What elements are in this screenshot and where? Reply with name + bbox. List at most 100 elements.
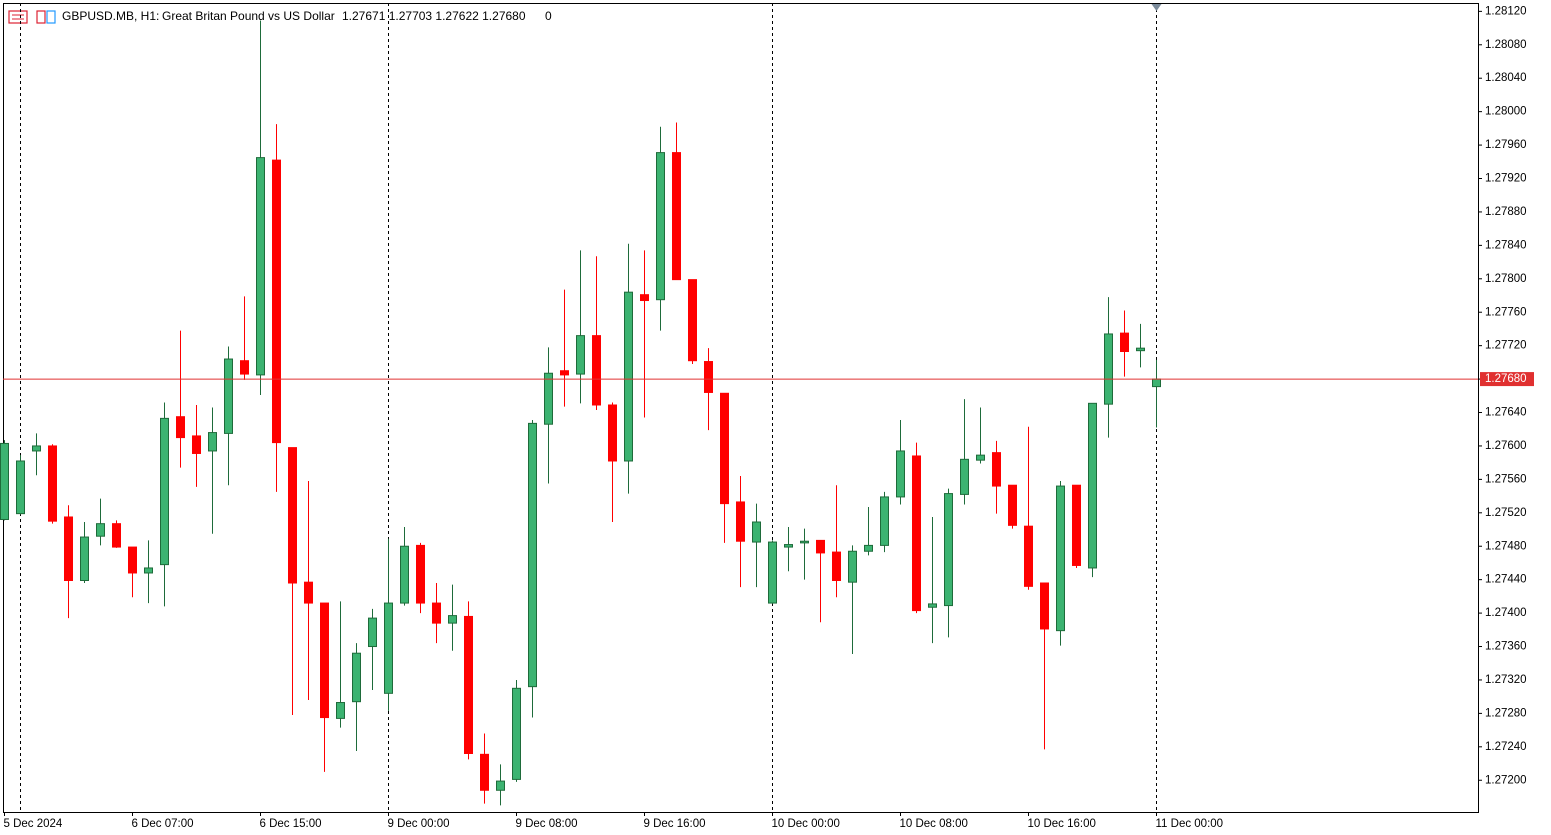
x-tick-label: 10 Dec 08:00 <box>900 818 968 830</box>
description: Great Britan Pound vs US Dollar <box>162 9 335 23</box>
y-tick-label: 1.27880 <box>1485 206 1527 218</box>
toolbar-icons <box>8 10 56 24</box>
current-price-label: 1.27680 <box>1485 373 1527 385</box>
spread: 0 <box>545 9 552 23</box>
candle-body <box>320 602 329 719</box>
candle-body <box>480 753 489 791</box>
candle-body <box>784 544 793 548</box>
y-tick-label: 1.28040 <box>1485 72 1527 84</box>
y-tick-label: 1.27600 <box>1485 440 1527 452</box>
candle-body <box>112 523 121 548</box>
candle-body <box>704 361 713 393</box>
candle-body <box>608 404 617 462</box>
candle-body <box>400 545 409 604</box>
candle-body <box>816 539 825 554</box>
candle-body <box>464 615 473 754</box>
icon-list <box>8 10 28 24</box>
candle-body <box>32 445 41 452</box>
quote: 1.27671 1.27703 1.27622 1.27680 <box>342 9 526 23</box>
y-tick-label: 1.27920 <box>1485 173 1527 185</box>
plot-frame <box>3 3 1479 813</box>
candle-body <box>192 435 201 454</box>
y-tick-label: 1.27400 <box>1485 607 1527 619</box>
candle-body <box>912 455 921 612</box>
candle-body <box>48 445 57 522</box>
candle-body <box>880 496 889 546</box>
candle-body <box>1024 525 1033 587</box>
y-tick-label: 1.28000 <box>1485 106 1527 118</box>
candle-body <box>224 358 233 434</box>
y-tick-label: 1.27440 <box>1485 574 1527 586</box>
candle-body <box>1072 484 1081 566</box>
y-tick-label: 1.27520 <box>1485 507 1527 519</box>
candle-body <box>992 452 1001 487</box>
y-tick-label: 1.27560 <box>1485 473 1527 485</box>
y-tick-label: 1.27960 <box>1485 139 1527 151</box>
current-price-box <box>1480 372 1534 387</box>
x-tick-label: 9 Dec 08:00 <box>516 818 578 830</box>
candle-body <box>352 652 361 703</box>
candle-body <box>528 422 537 688</box>
candle-body <box>848 550 857 583</box>
candle-body <box>288 447 297 584</box>
candle-body <box>832 551 841 581</box>
candle-body <box>496 780 505 791</box>
y-tick-label: 1.27720 <box>1485 340 1527 352</box>
y-tick-label: 1.27360 <box>1485 641 1527 653</box>
x-tick-label: 10 Dec 00:00 <box>772 818 840 830</box>
candle-body <box>80 536 89 581</box>
y-tick-label: 1.27840 <box>1485 239 1527 251</box>
candle-body <box>176 416 185 439</box>
y-tick-label: 1.27320 <box>1485 674 1527 686</box>
y-tick-label: 1.27200 <box>1485 774 1527 786</box>
x-tick-label: 9 Dec 00:00 <box>388 818 450 830</box>
x-tick-label: 6 Dec 15:00 <box>260 818 322 830</box>
y-tick-label: 1.27240 <box>1485 741 1527 753</box>
shift-marker <box>1151 4 1162 11</box>
candle-body <box>688 279 697 362</box>
candle-body <box>16 460 25 515</box>
candle-body <box>1136 347 1145 352</box>
x-tick-label: 5 Dec 2024 <box>4 818 63 830</box>
candle-body <box>560 370 569 376</box>
candle-body <box>96 523 105 537</box>
y-tick-label: 1.28120 <box>1485 5 1527 17</box>
candle-body <box>1056 485 1065 632</box>
y-tick-label: 1.28080 <box>1485 39 1527 51</box>
candle-body <box>592 335 601 406</box>
candle-body <box>768 541 777 604</box>
candle-body <box>160 417 169 566</box>
candle-body <box>720 392 729 505</box>
candle-body <box>1120 332 1129 353</box>
candle-body <box>896 450 905 498</box>
candle-body <box>208 432 217 452</box>
candle-body <box>432 602 441 624</box>
y-tick-label: 1.27280 <box>1485 707 1527 719</box>
candle-body <box>656 152 665 301</box>
x-tick-label: 10 Dec 16:00 <box>1028 818 1096 830</box>
candle-body <box>144 567 153 574</box>
x-tick-label: 11 Dec 00:00 <box>1156 818 1224 830</box>
x-tick-label: 6 Dec 07:00 <box>132 818 194 830</box>
icon-chart <box>46 10 56 24</box>
candle-body <box>1152 378 1161 388</box>
candle-body <box>256 157 265 376</box>
x-tick-label: 9 Dec 16:00 <box>644 818 706 830</box>
candle-body <box>576 335 585 375</box>
y-tick-label: 1.27640 <box>1485 407 1527 419</box>
candle-body <box>800 540 809 544</box>
candle-body <box>240 360 249 375</box>
symbol: GBPUSD.MB, H1: <box>62 9 159 23</box>
candle-body <box>448 615 457 624</box>
candle-body <box>624 291 633 462</box>
candle-body <box>304 581 313 604</box>
candle-body <box>544 372 553 425</box>
candle-body <box>672 152 681 281</box>
candle-body <box>1008 484 1017 526</box>
candle-body <box>736 501 745 542</box>
candle-body <box>960 458 969 495</box>
candle-body <box>752 521 761 543</box>
candle-body <box>640 294 649 302</box>
candle-body <box>928 603 937 608</box>
